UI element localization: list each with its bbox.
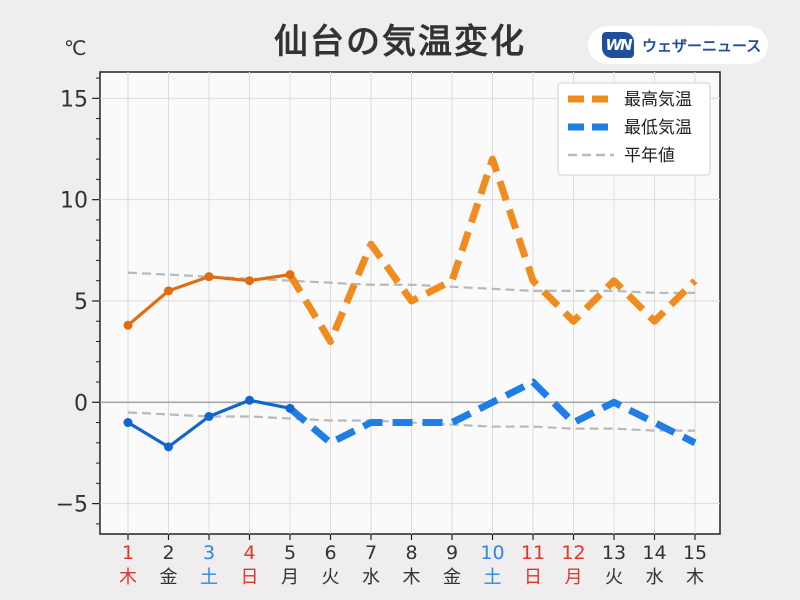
page-title: 仙台の気温変化 (274, 22, 526, 62)
x-weekday-label: 月 (565, 567, 583, 588)
x-weekday-label: 土 (484, 567, 502, 588)
x-tick-label: 5 (284, 542, 296, 564)
low-temp-forecast-line (287, 378, 697, 447)
x-tick-label: 11 (521, 542, 545, 564)
x-weekday-label: 水 (362, 567, 380, 588)
x-tick-label: 1 (122, 542, 134, 564)
high-temp-point (204, 272, 214, 282)
y-tick-label: 10 (60, 189, 88, 214)
legend-low-label: 最低気温 (624, 118, 692, 138)
y-tick-label: −5 (56, 493, 88, 518)
y-tick-label: 0 (74, 391, 88, 416)
low-temp-point (123, 418, 133, 428)
high-temp-point (164, 286, 173, 296)
legend-normal-label: 平年値 (624, 146, 675, 166)
y-tick-label: 15 (60, 87, 88, 112)
brand-logo: WN ウェザーニュース (588, 26, 768, 64)
low-temp-point (245, 395, 254, 405)
x-weekday-label: 金 (443, 567, 461, 588)
high-temp-point (285, 270, 295, 280)
x-tick-label: 14 (642, 542, 666, 564)
x-tick-label: 8 (405, 542, 417, 564)
x-tick-label: 10 (480, 542, 504, 564)
x-weekday-label: 月 (281, 567, 299, 588)
x-tick-label: 4 (243, 542, 255, 564)
x-weekday-label: 木 (119, 567, 137, 588)
x-tick-label: 13 (602, 542, 626, 564)
x-tick-label: 6 (324, 542, 336, 564)
high-temp-forecast-line (287, 155, 698, 345)
low-temp-point (204, 411, 214, 421)
x-tick-label: 15 (683, 542, 707, 564)
x-weekday-label: 木 (686, 567, 704, 588)
x-weekday-label: 水 (646, 567, 664, 588)
x-weekday-label: 日 (524, 567, 542, 588)
legend (557, 82, 711, 176)
unit-label: ℃ (64, 36, 87, 60)
x-weekday-label: 日 (241, 567, 259, 588)
x-weekday-label: 木 (403, 567, 421, 588)
x-tick-label: 12 (561, 542, 585, 564)
y-tick-label: 5 (74, 290, 88, 315)
high-temp-point (123, 320, 133, 330)
x-tick-label: 7 (365, 542, 377, 564)
low-temp-point (164, 442, 173, 452)
x-weekday-label: 火 (322, 567, 340, 588)
x-tick-label: 2 (162, 542, 174, 564)
x-tick-label: 3 (203, 542, 215, 564)
x-weekday-label: 火 (605, 567, 623, 588)
x-tick-label: 9 (446, 542, 458, 564)
normal-high-line (127, 271, 695, 294)
x-weekday-label: 金 (160, 567, 178, 588)
legend-high-label: 最高気温 (624, 90, 692, 110)
brand-name: ウェザーニュース (642, 36, 762, 55)
high-temp-point (245, 276, 254, 286)
weathernews-logo-icon: WN (602, 32, 634, 58)
x-weekday-label: 土 (200, 567, 218, 588)
low-temp-point (285, 403, 295, 413)
